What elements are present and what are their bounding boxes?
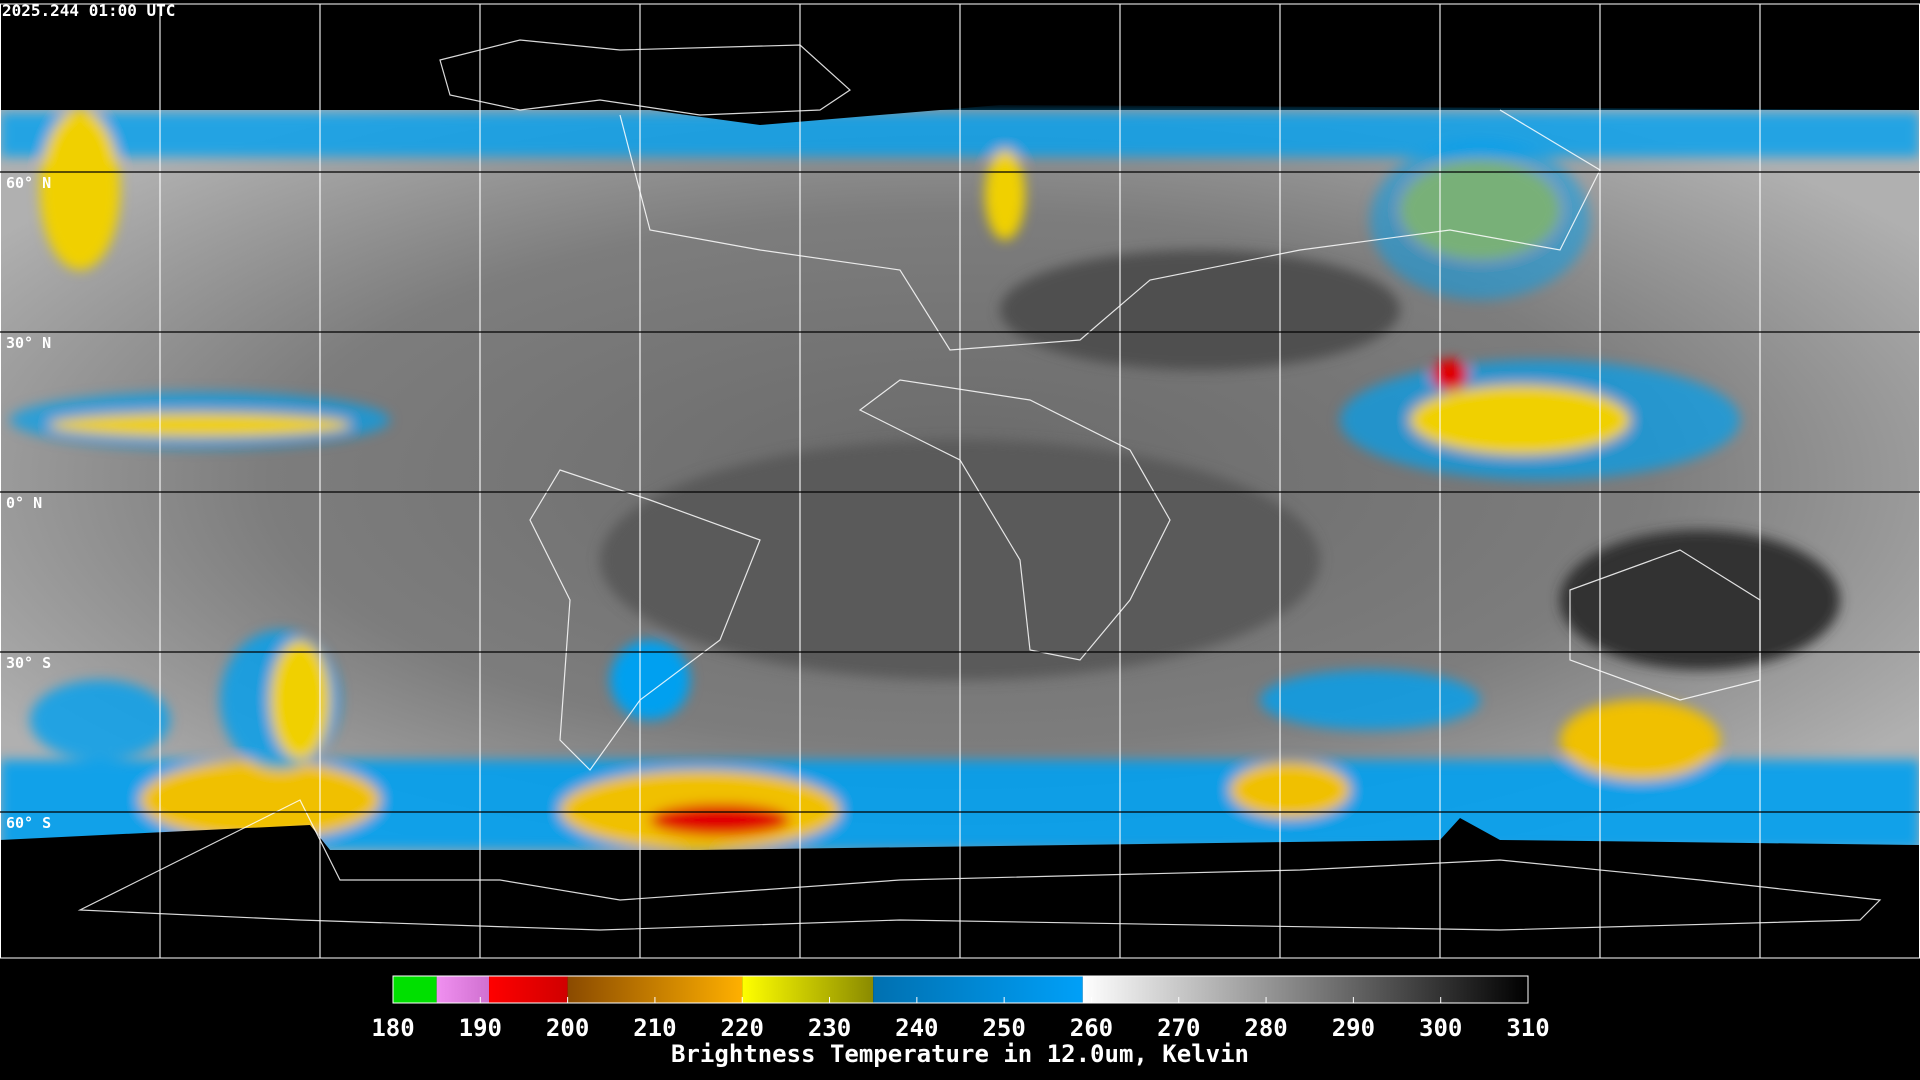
colorbar-tick-label: 280 (1244, 1014, 1287, 1042)
colorbar-tick-label: 310 (1506, 1014, 1549, 1042)
colorbar-segment (436, 976, 490, 1003)
colorbar-tick-label: 180 (371, 1014, 414, 1042)
colorbar-segment (1082, 976, 1528, 1003)
colorbar-label: Brightness Temperature in 12.0um, Kelvin (671, 1040, 1249, 1068)
latitude-label: 30° S (6, 654, 51, 672)
colorbar-tick-label: 260 (1070, 1014, 1113, 1042)
colorbar-tick-label: 250 (982, 1014, 1025, 1042)
latitude-label: 60° N (6, 174, 51, 192)
colorbar-segment (873, 976, 1083, 1003)
colorbar-tick-label: 210 (633, 1014, 676, 1042)
colorbar-tick-label: 220 (721, 1014, 764, 1042)
coastlines (77, 39, 1882, 931)
timestamp: 2025.244 01:00 UTC (2, 1, 175, 20)
graticule: 60° N 30° N 0° N 30° S 60° S (0, 3, 1920, 959)
colorbar: 180 190 200 210 220 230 240 250 260 270 280 290 300 3… (371, 975, 1550, 1042)
latitude-label: 30° N (6, 334, 51, 352)
colorbar-tick-label: 200 (546, 1014, 589, 1042)
colorbar-tick-label: 290 (1332, 1014, 1375, 1042)
latitude-label: 0° N (6, 494, 42, 512)
colorbar-segment (393, 976, 437, 1003)
colorbar-tick-label: 240 (895, 1014, 938, 1042)
colorbar-tick-label: 230 (808, 1014, 851, 1042)
colorbar-frame (392, 975, 1529, 1004)
colorbar-segment (742, 976, 874, 1003)
colorbar-tick-label: 300 (1419, 1014, 1462, 1042)
colorbar-segment (489, 976, 568, 1003)
latitude-label: 60° S (6, 814, 51, 832)
colorbar-tick-label: 190 (459, 1014, 502, 1042)
colorbar-tick-label: 270 (1157, 1014, 1200, 1042)
